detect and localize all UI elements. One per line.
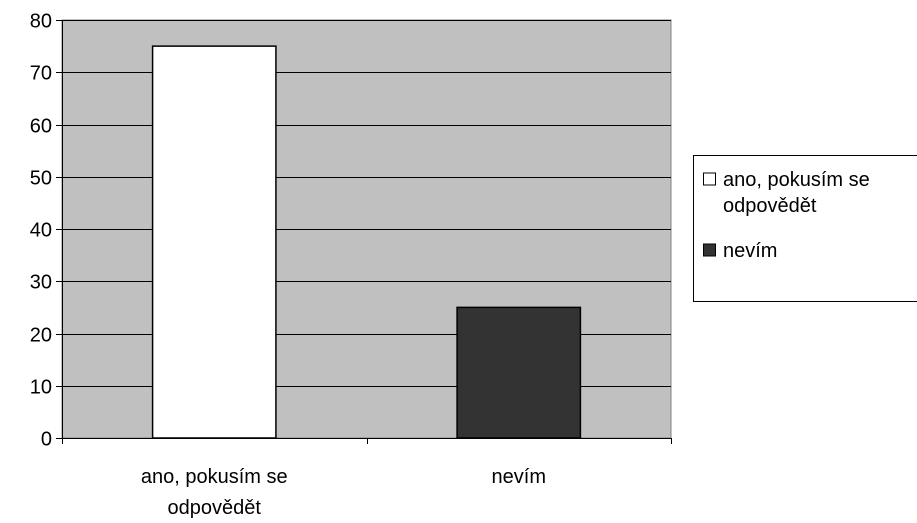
legend-label-2: nevím (723, 240, 777, 262)
bars (151, 45, 582, 439)
y-tick-label-20: 20 (30, 325, 52, 347)
axes (56, 20, 672, 444)
y-tick-label-80: 80 (30, 11, 52, 33)
x-tick-label-2: nevím (492, 466, 546, 488)
legend-swatch-2 (703, 243, 716, 257)
y-tick-label-40: 40 (30, 220, 52, 242)
y-tick-label-60: 60 (30, 116, 52, 138)
legend-box (693, 155, 917, 302)
bar-1 (151, 45, 277, 439)
legend-swatch-1 (703, 172, 716, 186)
y-tick-label-10: 10 (30, 377, 52, 399)
legend-label-1: ano, pokusím se odpovědět (723, 169, 870, 217)
y-tick-label-50: 50 (30, 168, 52, 190)
x-axis-tick-labels: ano, pokusím se odpovědět nevím (141, 466, 546, 519)
y-tick-label-30: 30 (30, 272, 52, 294)
y-axis-tick-labels: 0 10 20 30 40 50 60 70 80 (30, 11, 52, 451)
y-tick-label-0: 0 (41, 429, 52, 451)
y-tick-label-70: 70 (30, 63, 52, 85)
legend: ano, pokusím se odpovědět nevím (693, 155, 917, 302)
bar-2 (456, 306, 582, 439)
x-tick-label-1: ano, pokusím se odpovědět (141, 466, 288, 519)
